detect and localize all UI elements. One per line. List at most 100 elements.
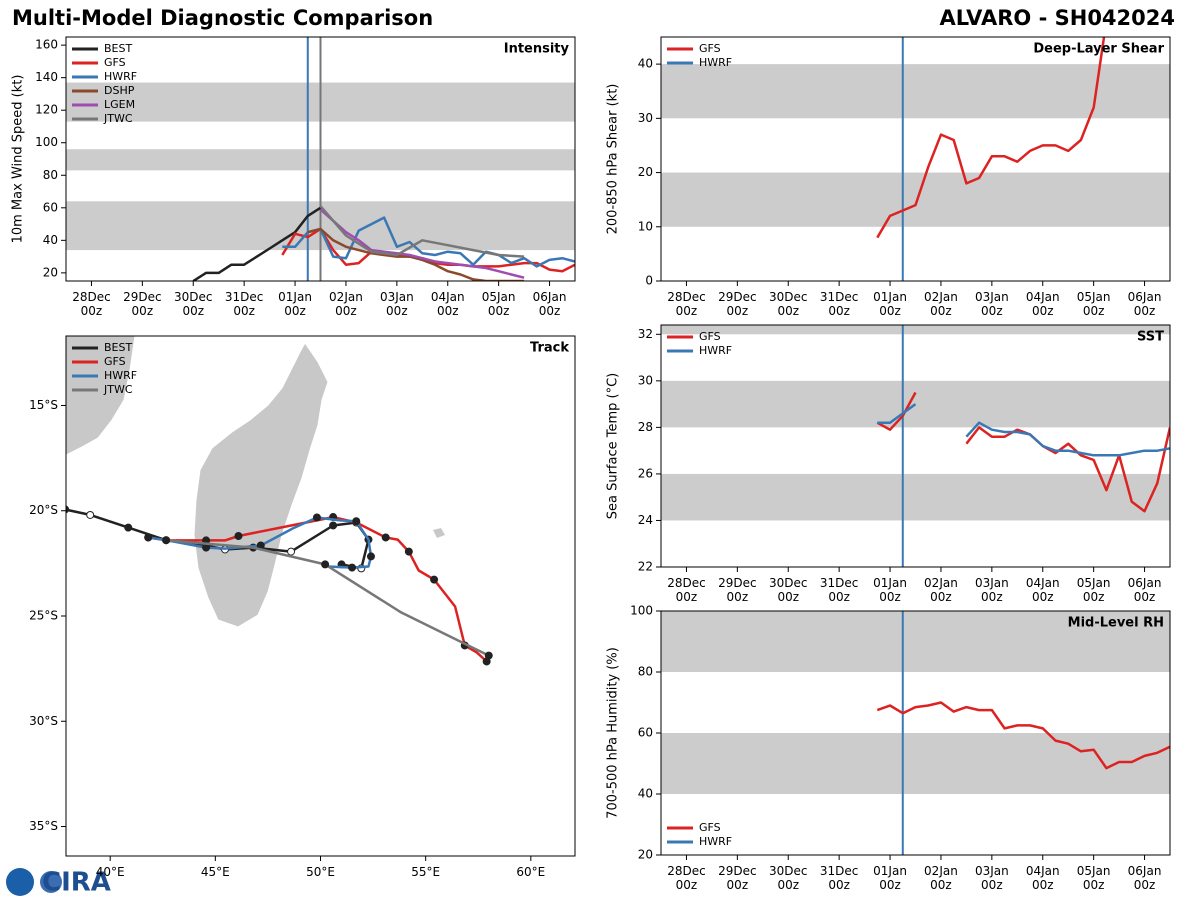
x-tick-label: 29Dec 00z bbox=[718, 576, 757, 604]
series-line bbox=[282, 216, 575, 268]
logo-circle bbox=[40, 871, 62, 893]
page-title: Multi-Model Diagnostic Comparison bbox=[12, 6, 434, 30]
y-tick-label: 20 bbox=[43, 265, 58, 279]
legend-label: GFS bbox=[699, 42, 721, 55]
x-tick-label: 28Dec 00z bbox=[667, 576, 706, 604]
legend-label: LGEM bbox=[104, 98, 135, 111]
series-line bbox=[192, 206, 322, 281]
panel-title: Mid-Level RH bbox=[1068, 616, 1164, 631]
y-tick-label: 24 bbox=[638, 513, 653, 527]
y-tick-label: 22 bbox=[638, 560, 653, 574]
x-tick-label: 05Jan 00z bbox=[1076, 290, 1111, 318]
track-point bbox=[352, 517, 361, 526]
x-tick-label: 02Jan 00z bbox=[924, 576, 958, 604]
x-tick-label: 04Jan 00z bbox=[1025, 576, 1060, 604]
y-tick-label: 80 bbox=[638, 665, 653, 679]
y-tick-label: 80 bbox=[43, 168, 58, 182]
y-axis-label: 10m Max Wind Speed (kt) bbox=[11, 75, 26, 244]
x-tick-label: 04Jan 00z bbox=[1025, 864, 1060, 892]
y-tick-label: 40 bbox=[638, 787, 653, 801]
y-tick-label: 25°S bbox=[29, 609, 58, 623]
y-axis-label: 200-850 hPa Shear (kt) bbox=[606, 84, 621, 235]
x-tick-label: 31Dec 00z bbox=[819, 576, 859, 604]
legend-label: HWRF bbox=[699, 56, 732, 69]
track-point bbox=[124, 523, 133, 532]
y-tick-label: 120 bbox=[35, 103, 58, 117]
x-tick-label: 03Jan 00z bbox=[974, 576, 1009, 604]
x-tick-label: 06Jan 00z bbox=[1127, 576, 1162, 604]
x-tick-label: 06Jan 00z bbox=[1127, 864, 1162, 892]
x-tick-label: 02Jan 00z bbox=[924, 290, 958, 318]
band bbox=[661, 172, 1170, 227]
plot-area bbox=[66, 505, 493, 666]
y-tick-label: 60 bbox=[638, 726, 653, 740]
logo-text: CIRA bbox=[42, 868, 111, 898]
x-tick-label: 40°E bbox=[95, 865, 125, 879]
track-point bbox=[348, 563, 357, 572]
track-point bbox=[366, 552, 375, 561]
y-axis-label: Sea Surface Temp (°C) bbox=[606, 373, 621, 520]
y-tick-label: 30°S bbox=[29, 714, 58, 728]
panel-title: Track bbox=[530, 341, 569, 356]
legend-label: BEST bbox=[104, 341, 132, 354]
track-point bbox=[381, 533, 390, 542]
frame bbox=[65, 335, 576, 857]
track-point bbox=[312, 513, 321, 522]
y-tick-label: 40 bbox=[43, 233, 58, 247]
legend-label: GFS bbox=[104, 56, 126, 69]
band bbox=[661, 325, 1170, 335]
y-tick-label: 0 bbox=[645, 274, 653, 288]
legend-label: HWRF bbox=[104, 369, 137, 382]
x-tick-label: 06Jan 00z bbox=[1127, 290, 1162, 318]
logo-circle bbox=[6, 868, 34, 896]
track-point bbox=[202, 543, 211, 552]
y-tick-label: 20 bbox=[638, 165, 653, 179]
series-line bbox=[876, 701, 1170, 770]
track-point bbox=[404, 547, 413, 556]
panel-title: SST bbox=[1137, 330, 1164, 345]
x-tick-label: 04Jan 00z bbox=[1025, 290, 1060, 318]
plot-area bbox=[661, 37, 1170, 281]
x-tick-label: 03Jan 00z bbox=[379, 290, 414, 318]
x-tick-label: 60°E bbox=[516, 865, 546, 879]
x-tick-label: 03Jan 00z bbox=[974, 864, 1009, 892]
legend-label: GFS bbox=[104, 355, 126, 368]
x-tick-label: 30Dec 00z bbox=[769, 576, 808, 604]
x-tick-label: 01Jan 00z bbox=[873, 864, 907, 892]
x-tick-label: 31Dec 00z bbox=[819, 864, 859, 892]
y-tick-label: 20 bbox=[638, 848, 653, 862]
x-tick-label: 30Dec 00z bbox=[769, 290, 808, 318]
x-tick-label: 55°E bbox=[411, 865, 441, 879]
x-tick-label: 29Dec 00z bbox=[718, 864, 757, 892]
y-axis-label: 700-500 hPa Humidity (%) bbox=[606, 647, 621, 819]
legend-label: JTWC bbox=[103, 112, 133, 125]
track-point bbox=[144, 533, 153, 542]
series-line bbox=[319, 208, 525, 279]
series-line bbox=[307, 227, 525, 281]
x-tick-label: 30Dec 00z bbox=[769, 864, 808, 892]
y-tick-label: 40 bbox=[638, 57, 653, 71]
legend-label: HWRF bbox=[699, 835, 732, 848]
track-point bbox=[321, 560, 330, 569]
x-tick-label: 28Dec 00z bbox=[667, 864, 706, 892]
series-line bbox=[319, 205, 525, 258]
track-point bbox=[86, 510, 95, 519]
track-point bbox=[484, 651, 493, 660]
track-point bbox=[162, 536, 171, 545]
plot-area bbox=[661, 611, 1170, 855]
y-tick-label: 28 bbox=[638, 420, 653, 434]
panel-title: Deep-Layer Shear bbox=[1033, 42, 1164, 57]
x-tick-label: 29Dec 00z bbox=[718, 290, 757, 318]
x-tick-label: 28Dec 00z bbox=[667, 290, 706, 318]
x-tick-label: 02Jan 00z bbox=[924, 864, 958, 892]
panel-title: Intensity bbox=[504, 42, 570, 57]
legend-label: GFS bbox=[699, 330, 721, 343]
island bbox=[433, 528, 445, 538]
y-tick-label: 35°S bbox=[29, 819, 58, 833]
x-tick-label: 30Dec 00z bbox=[174, 290, 213, 318]
legend-label: HWRF bbox=[104, 70, 137, 83]
track-point bbox=[287, 547, 296, 556]
y-tick-label: 100 bbox=[630, 604, 653, 618]
y-tick-label: 60 bbox=[43, 200, 58, 214]
